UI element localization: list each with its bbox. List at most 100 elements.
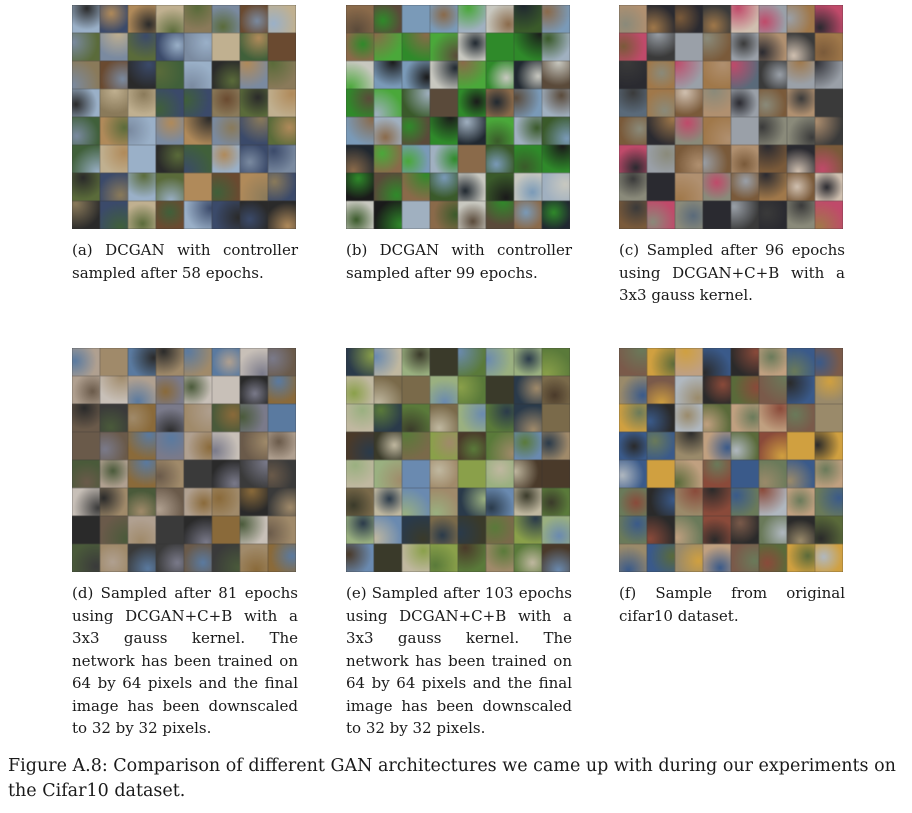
sample-tile [759,33,787,61]
sample-tile [787,5,815,33]
sample-tile [458,376,486,404]
sample-tile [675,89,703,117]
sample-tile [675,61,703,89]
sample-tile [184,404,212,432]
sample-tile [240,488,268,516]
sample-tile [514,117,542,145]
sample-tile [514,404,542,432]
sample-tile [156,544,184,572]
sample-tile [514,89,542,117]
sample-tile [787,117,815,145]
sample-tile [514,348,542,376]
sample-tile [759,432,787,460]
sample-tile [240,89,268,117]
sample-tile [128,61,156,89]
sample-tile [759,516,787,544]
sample-tile [268,348,296,376]
sample-tile [212,117,240,145]
sample-tile [72,348,100,376]
sample-tile [156,117,184,145]
subfigure-caption: (a) DCGAN with controller sampled after … [72,241,298,282]
sample-tile [100,173,128,201]
sample-tile [703,117,731,145]
sample-tile [72,89,100,117]
sample-tile [458,404,486,432]
sample-tile [156,89,184,117]
subfigure-caption: (b) DCGAN with controller sampled after … [346,241,572,282]
sample-tile [402,376,430,404]
sample-tile [402,89,430,117]
sample-tile [212,201,240,229]
sample-tile [815,376,843,404]
sample-tile [402,5,430,33]
sample-tile [268,33,296,61]
sample-tile [759,5,787,33]
sample-tile [815,89,843,117]
sample-tile [815,201,843,229]
sample-tile [268,432,296,460]
sample-tile [100,460,128,488]
sample-tile [240,544,268,572]
sample-tile [759,117,787,145]
sample-tile [184,348,212,376]
sample-tile [703,516,731,544]
sample-tile [240,201,268,229]
sample-tile [212,61,240,89]
sample-tile [815,61,843,89]
sample-tile [374,117,402,145]
sample-tile [787,201,815,229]
sample-tile [619,544,647,572]
sample-tile [240,61,268,89]
sample-tile [675,173,703,201]
sample-tile [486,376,514,404]
sample-tile [486,173,514,201]
sample-tile [458,432,486,460]
subfigure-caption: (c) Sampled after 96 epochs using DCGAN+… [619,241,845,304]
sample-tile [458,61,486,89]
sample-tile [184,61,212,89]
sample-tile [486,145,514,173]
sample-tile [542,460,570,488]
sample-tile [184,488,212,516]
sample-tile [458,117,486,145]
subfigure-c: (c) Sampled after 96 epochs using DCGAN+… [619,5,849,307]
sample-tile [542,33,570,61]
sample-tile [128,404,156,432]
sample-tile [72,432,100,460]
sample-tile [100,488,128,516]
sample-tile [430,89,458,117]
sample-tile [212,460,240,488]
sample-tile [100,376,128,404]
sample-tile [430,117,458,145]
sample-tile [212,33,240,61]
sample-grid-image [619,5,843,229]
sample-tile [514,173,542,201]
sample-tile [268,376,296,404]
sample-tile [731,348,759,376]
sample-tile [268,61,296,89]
sample-tile [374,376,402,404]
sample-tile [128,201,156,229]
sample-tile [787,145,815,173]
sample-tile [240,173,268,201]
sample-tile [240,33,268,61]
sample-tile [787,61,815,89]
sample-tile [815,33,843,61]
sample-tile [346,432,374,460]
sample-tile [374,33,402,61]
sample-tile [759,404,787,432]
sample-tile [647,488,675,516]
sample-tile [402,544,430,572]
sample-tile [156,376,184,404]
sample-tile [458,544,486,572]
sample-tile [72,488,100,516]
sample-tile [815,117,843,145]
sample-tile [128,376,156,404]
sample-tile [374,173,402,201]
sample-tile [156,404,184,432]
sample-tile [619,173,647,201]
sample-tile [458,145,486,173]
sample-tile [346,5,374,33]
sample-tile [703,348,731,376]
sample-tile [212,376,240,404]
